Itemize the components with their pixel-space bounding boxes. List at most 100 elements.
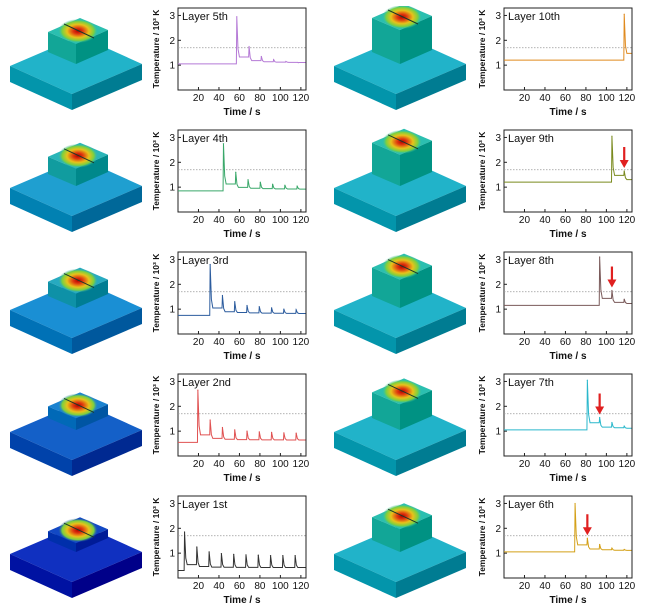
deposit-block <box>372 378 432 430</box>
temperature-chart: 1 2 3 20 40 60 80 100 120 Time / s Temperature / 1… <box>142 246 312 364</box>
temperature-chart: 1 2 3 20 40 60 80 100 120 Time / s Temperature / 1… <box>468 490 638 608</box>
peak-point <box>611 547 613 549</box>
substrate-block <box>334 524 466 598</box>
y-tick-label: 2 <box>169 280 175 291</box>
peak-point <box>284 184 286 186</box>
x-tick-label: 60 <box>234 337 246 348</box>
peak-point <box>221 294 224 297</box>
peak-point <box>272 183 274 185</box>
x-tick-label: 100 <box>272 215 289 226</box>
y-tick-label: 1 <box>169 305 175 316</box>
x-tick-label: 100 <box>272 581 289 592</box>
x-axis-label: Time / s <box>223 351 260 362</box>
peak-point <box>196 546 198 548</box>
y-tick-label: 1 <box>495 549 501 560</box>
peak-point <box>247 179 249 181</box>
x-tick-label: 120 <box>293 459 310 470</box>
scan-track <box>387 259 419 275</box>
x-tick-label: 80 <box>254 337 266 348</box>
deposit-block <box>48 517 108 552</box>
peak-point <box>599 256 601 258</box>
x-tick-label: 40 <box>539 337 551 348</box>
deposit-block <box>48 392 108 430</box>
x-tick-label: 60 <box>234 459 246 470</box>
y-tick-label: 2 <box>495 524 501 535</box>
peak-point <box>283 432 285 434</box>
x-tick-label: 40 <box>213 459 225 470</box>
x-tick-label: 60 <box>560 93 572 104</box>
temperature-chart: 1 2 3 20 40 60 80 100 120 Time / s Temperature / 1… <box>468 246 638 364</box>
x-tick-label: 20 <box>193 459 205 470</box>
x-tick-label: 40 <box>213 337 225 348</box>
peak-point <box>586 379 588 381</box>
x-tick-label: 60 <box>234 93 246 104</box>
y-tick-label: 3 <box>495 499 501 510</box>
peak-point <box>257 554 259 556</box>
x-tick-label: 100 <box>598 581 615 592</box>
y-tick-label: 2 <box>169 158 175 169</box>
x-tick-label: 20 <box>193 337 205 348</box>
x-tick-label: 80 <box>254 93 266 104</box>
x-tick-label: 20 <box>193 215 205 226</box>
temperature-series <box>178 16 306 65</box>
deposit-block <box>48 18 108 64</box>
peak-point <box>260 55 262 58</box>
peak-point <box>209 263 211 266</box>
y-axis-label: Temperature / 10³ K <box>477 131 487 211</box>
scan-track <box>387 508 419 524</box>
temperature-series <box>504 380 632 431</box>
peak-point <box>623 548 625 551</box>
substrate-block <box>334 402 466 476</box>
y-axis-label: Temperature / 10³ K <box>151 131 161 211</box>
peak-point <box>270 431 273 433</box>
temperature-chart: 1 2 3 20 40 60 80 100 120 Time / s Temperature / 1… <box>142 124 312 242</box>
x-tick-label: 80 <box>580 581 592 592</box>
x-tick-label: 100 <box>272 93 289 104</box>
y-tick-label: 3 <box>495 133 501 144</box>
chart-title: Layer 4th <box>182 133 228 145</box>
y-tick-label: 3 <box>169 255 175 266</box>
peak-point <box>222 143 225 145</box>
x-tick-label: 40 <box>539 215 551 226</box>
peak-point <box>285 60 287 63</box>
chart-title: Layer 10th <box>508 11 560 23</box>
y-tick-label: 2 <box>169 524 175 535</box>
y-tick-label: 1 <box>495 183 501 194</box>
x-tick-label: 80 <box>580 337 592 348</box>
x-tick-label: 120 <box>619 337 636 348</box>
chart-title: Layer 8th <box>508 255 554 267</box>
deposit-block <box>372 503 432 552</box>
x-tick-label: 120 <box>619 93 636 104</box>
x-tick-label: 80 <box>580 459 592 470</box>
x-axis-label: Time / s <box>549 595 586 606</box>
temperature-series <box>178 264 306 316</box>
x-tick-label: 20 <box>193 581 205 592</box>
y-tick-label: 1 <box>495 61 501 72</box>
x-axis-label: Time / s <box>223 107 260 118</box>
y-axis-label: Temperature / 10³ K <box>477 497 487 577</box>
red-arrow-annotation <box>619 147 629 168</box>
peak-point <box>258 306 260 308</box>
peak-point <box>599 416 601 419</box>
x-axis-label: Time / s <box>223 229 260 240</box>
layer-6-model <box>330 494 470 604</box>
peak-point <box>234 301 236 303</box>
x-tick-label: 120 <box>619 215 636 226</box>
y-tick-label: 3 <box>169 11 175 22</box>
x-tick-label: 20 <box>519 581 531 592</box>
chart-title: Layer 2nd <box>182 377 231 389</box>
peak-point <box>623 170 625 172</box>
peak-point <box>269 555 272 557</box>
plot-frame <box>177 251 307 335</box>
x-tick-label: 100 <box>272 337 289 348</box>
y-tick-label: 2 <box>495 36 501 47</box>
peak-point <box>574 502 576 505</box>
temperature-chart: 1 2 3 20 40 60 80 100 120 Time / s Temperature / 1… <box>142 490 312 608</box>
x-tick-label: 80 <box>254 215 266 226</box>
x-tick-label: 60 <box>560 581 572 592</box>
x-axis-label: Time / s <box>549 473 586 484</box>
x-tick-label: 40 <box>213 215 225 226</box>
red-arrow-annotation <box>607 266 617 288</box>
layer-5-model <box>6 6 146 116</box>
x-tick-label: 20 <box>519 215 531 226</box>
